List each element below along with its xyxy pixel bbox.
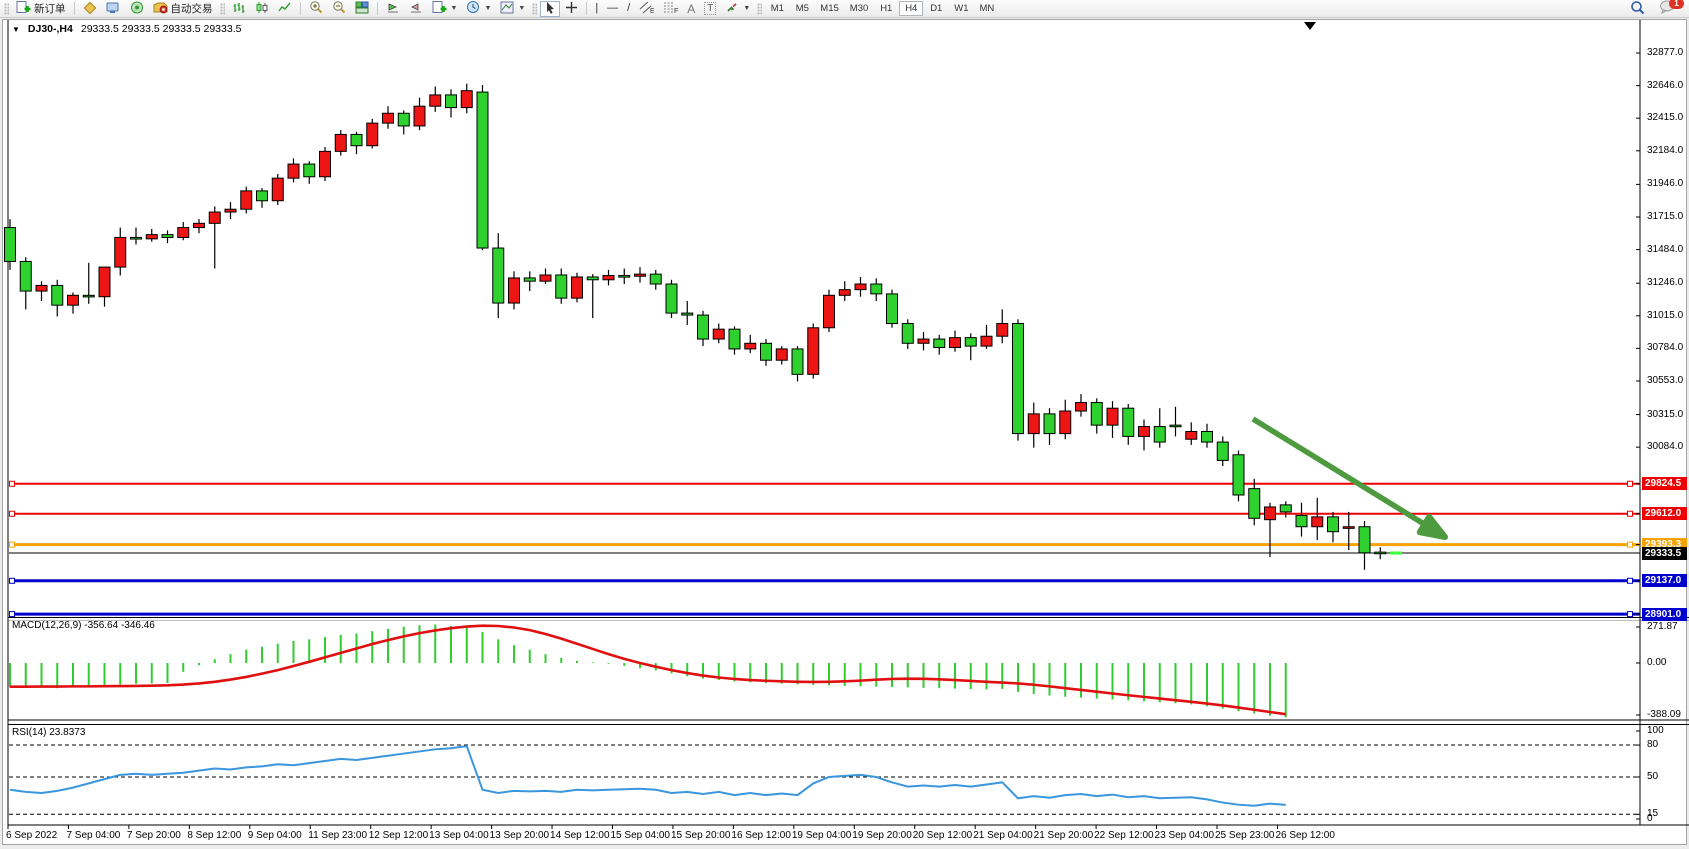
toolbar: 新订单 自动交易 ▼ ▼ ▼ | — / E F A T ▼ M1 M5 M15 M3… <box>0 0 1689 18</box>
chart-shift-icon <box>409 1 423 17</box>
chevron-down-icon: ▼ <box>450 5 458 12</box>
candlestick-icon <box>255 1 269 17</box>
indicators-button[interactable]: ▼ <box>428 1 462 17</box>
zoom-in-icon <box>309 0 323 17</box>
toolbar-grip <box>4 2 9 15</box>
collapse-triangle-icon[interactable]: ▼ <box>12 24 20 34</box>
clock-icon <box>466 0 480 17</box>
autotrading-label: 自动交易 <box>170 3 213 15</box>
trendline-tool-button[interactable]: / <box>623 1 634 17</box>
fibonacci-icon: F <box>663 1 679 17</box>
timeframe-button-m5[interactable]: M5 <box>790 1 814 16</box>
symbol-period-label: DJ30-,H4 <box>27 23 73 35</box>
horizontal-line-icon: — <box>607 2 619 14</box>
timeframe-button-m30[interactable]: M30 <box>845 1 873 16</box>
timeframe-button-w1[interactable]: W1 <box>949 1 973 16</box>
macd-pane-label: MACD(12,26,9) -356.64 -346.46 <box>12 620 155 631</box>
search-icon <box>1630 0 1645 18</box>
tile-windows-button[interactable] <box>351 1 373 17</box>
chevron-down-icon: ▼ <box>518 5 526 12</box>
timeframe-button-h1[interactable]: H1 <box>874 1 898 16</box>
chat-badge: 1 <box>1669 0 1684 9</box>
zoom-out-icon <box>332 0 346 17</box>
autotrading-button[interactable]: 自动交易 <box>149 1 217 17</box>
timeframe-button-mn[interactable]: MN <box>975 1 1000 16</box>
timeframe-button-h4[interactable]: H4 <box>899 1 924 16</box>
trendline-icon: / <box>627 2 631 14</box>
cursor-icon <box>544 1 556 17</box>
timeframe-button-m1[interactable]: M1 <box>765 1 789 16</box>
arrows-tool-button[interactable]: ▼ <box>721 1 754 17</box>
horizontal-line-tool-button[interactable]: — <box>603 1 622 17</box>
new-order-icon <box>16 0 31 17</box>
crosshair-icon <box>565 1 578 17</box>
svg-text:E: E <box>650 8 654 14</box>
cursor-tool-button[interactable] <box>540 0 561 17</box>
auto-scroll-button[interactable] <box>382 1 404 17</box>
crosshair-tool-button[interactable] <box>561 1 582 17</box>
bar-chart-button[interactable] <box>228 1 250 17</box>
terminal-icon <box>106 1 121 17</box>
line-chart-icon <box>277 1 292 17</box>
templates-button[interactable]: ▼ <box>496 1 529 17</box>
chevron-down-icon: ▼ <box>743 5 751 12</box>
channel-tool-button[interactable]: E <box>635 1 658 17</box>
new-order-label: 新订单 <box>34 3 66 15</box>
signals-icon <box>130 1 144 17</box>
arrows-icon <box>725 1 739 17</box>
templates-icon <box>500 1 514 17</box>
market-depth-icon <box>83 1 97 17</box>
signals-button[interactable] <box>126 1 148 17</box>
zoom-in-button[interactable] <box>305 1 327 17</box>
zoom-out-button[interactable] <box>328 1 350 17</box>
chevron-down-icon: ▼ <box>484 5 492 12</box>
text-label-icon: T <box>704 2 717 15</box>
chart-shift-button[interactable] <box>405 1 427 17</box>
chart-window[interactable] <box>2 19 1687 845</box>
terminal-button[interactable] <box>102 1 125 17</box>
candlestick-button[interactable] <box>251 1 273 17</box>
market-depth-button[interactable] <box>79 1 101 17</box>
tile-windows-icon <box>355 1 369 17</box>
search-button[interactable] <box>1626 0 1649 18</box>
channel-icon: E <box>639 1 655 17</box>
auto-scroll-icon <box>386 1 400 17</box>
bar-chart-icon <box>232 1 246 17</box>
indicators-icon <box>432 0 447 17</box>
timeframe-bar: M1 M5 M15 M30 H1 H4 D1 W1 MN <box>765 1 999 16</box>
svg-text:F: F <box>674 8 678 14</box>
timeframe-button-d1[interactable]: D1 <box>924 1 948 16</box>
timeframe-button-m15[interactable]: M15 <box>815 1 843 16</box>
vertical-line-icon: | <box>595 2 599 14</box>
rsi-pane-label: RSI(14) 23.8373 <box>12 727 86 738</box>
fibonacci-tool-button[interactable]: F <box>659 1 682 17</box>
text-icon: A <box>687 1 696 16</box>
new-order-button[interactable]: 新订单 <box>12 1 70 17</box>
line-chart-button[interactable] <box>274 1 296 17</box>
chat-button[interactable]: 1 <box>1655 0 1684 17</box>
text-label-tool-button[interactable]: T <box>700 1 720 17</box>
chart-title: ▼ DJ30-,H4 29333.5 29333.5 29333.5 29333… <box>12 23 241 35</box>
vertical-line-tool-button[interactable]: | <box>591 1 602 17</box>
periods-button[interactable]: ▼ <box>462 1 495 17</box>
quotes-label: 29333.5 29333.5 29333.5 29333.5 <box>80 23 242 35</box>
text-tool-button[interactable]: A <box>683 1 699 17</box>
autotrading-icon <box>153 1 168 17</box>
